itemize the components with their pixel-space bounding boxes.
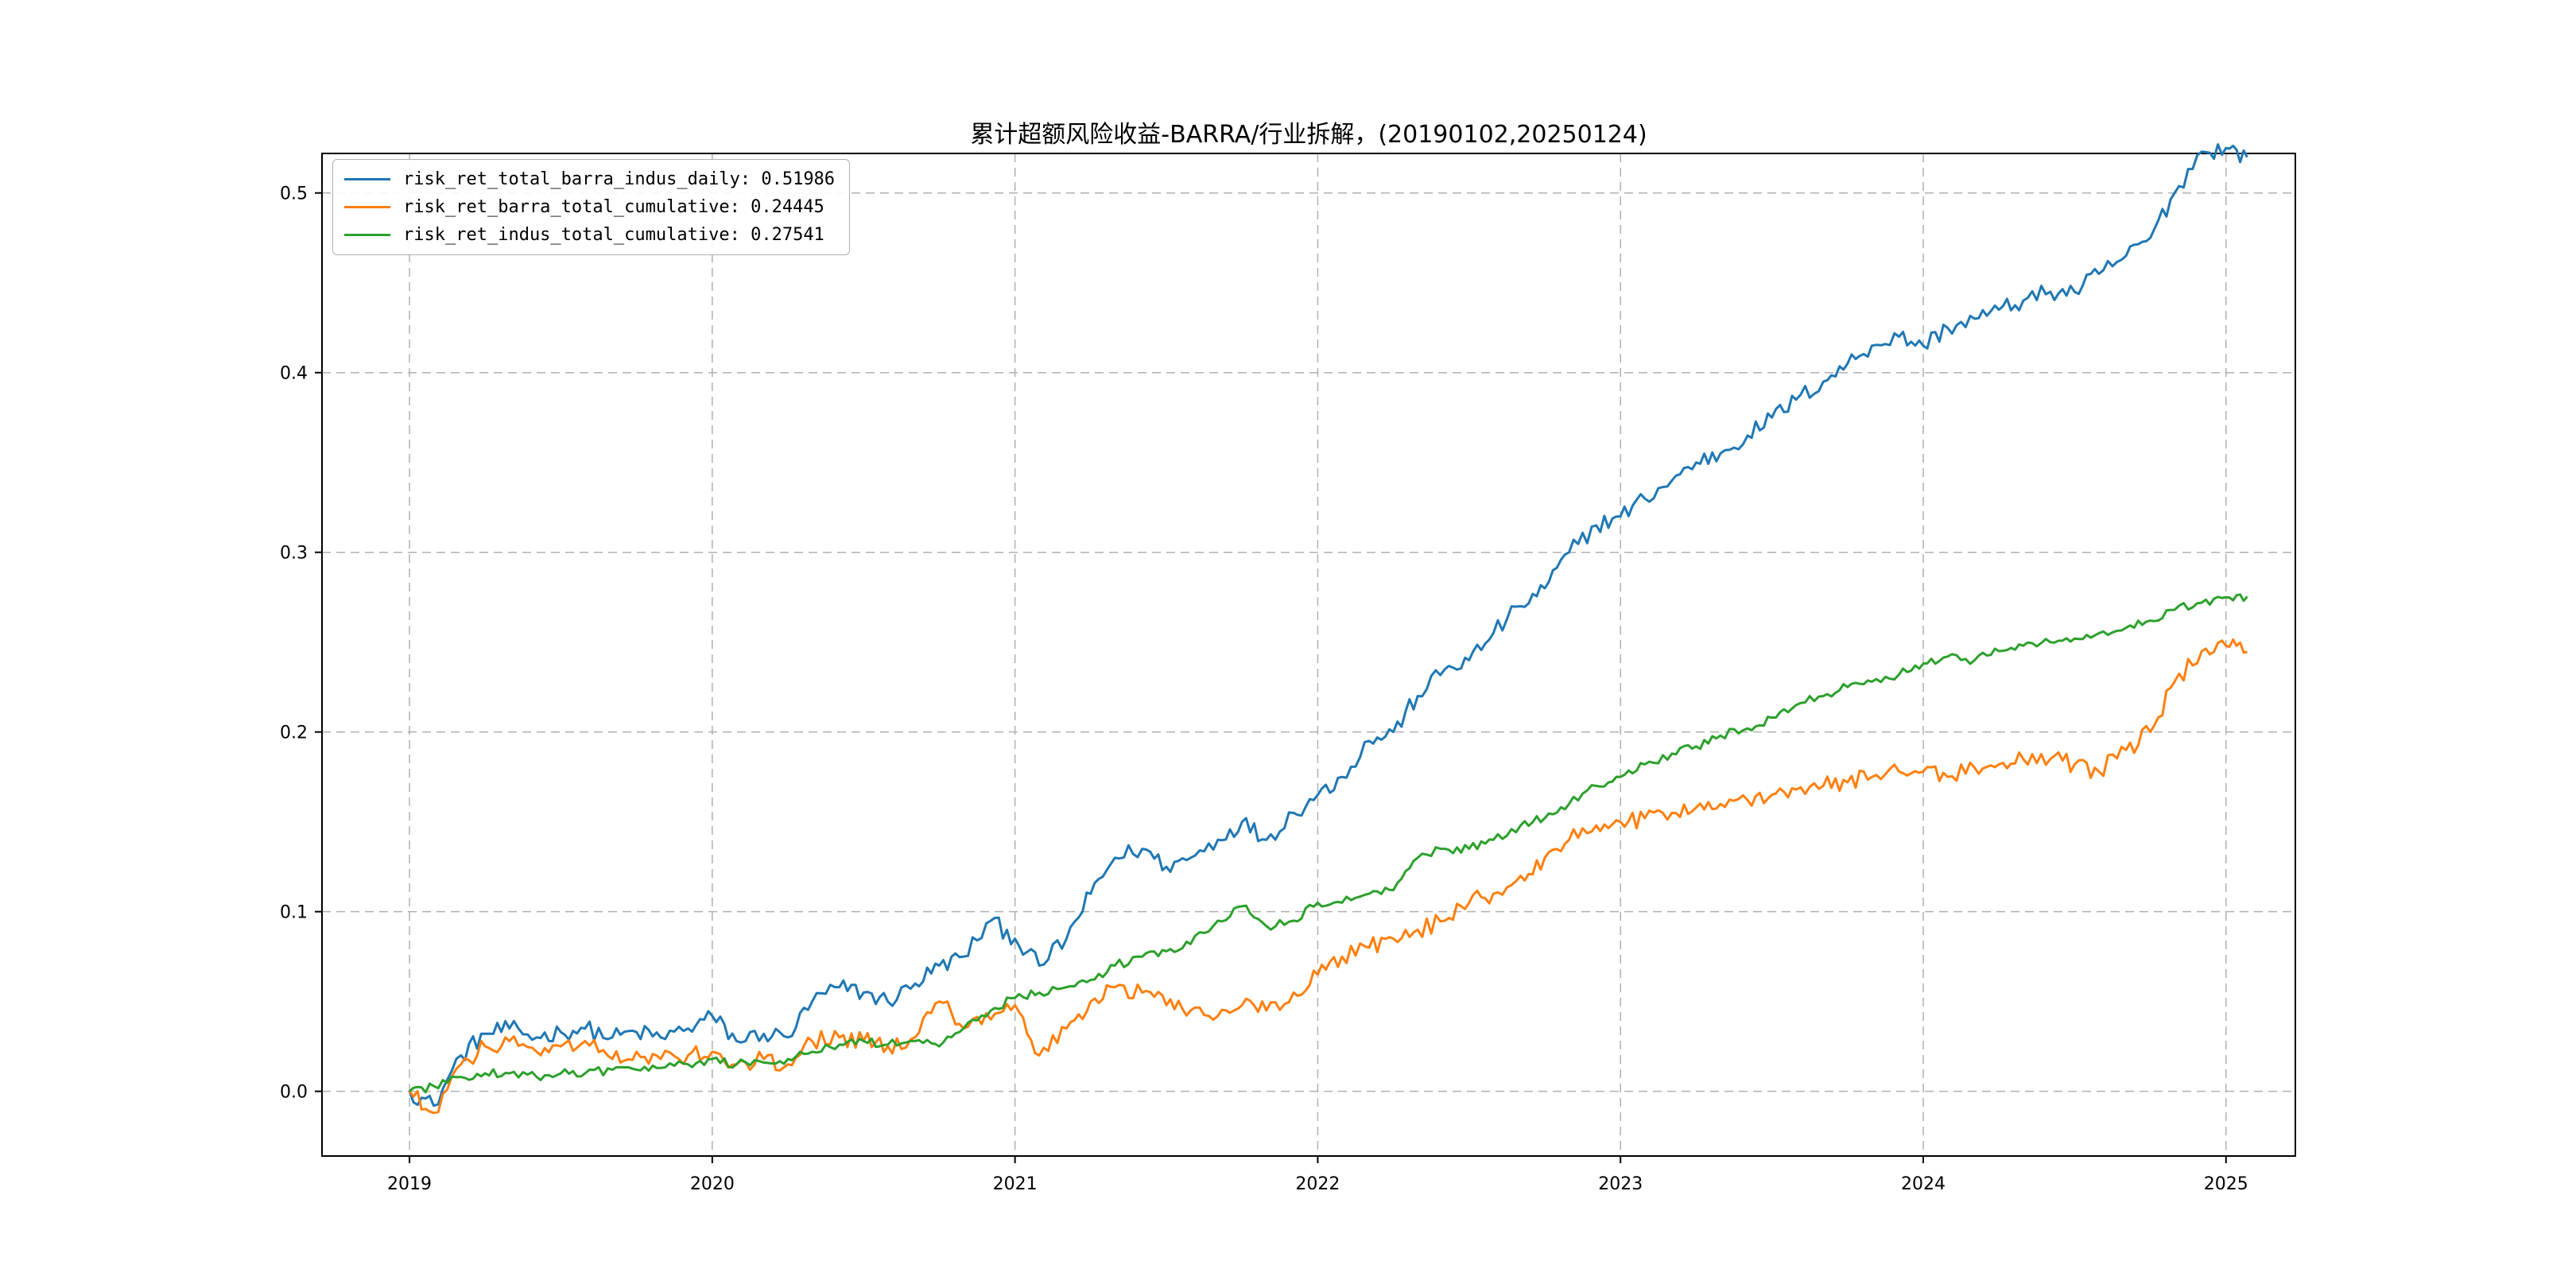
legend-line-swatch	[344, 206, 390, 208]
y-tick-label: 0.1	[280, 903, 308, 923]
y-tick-label: 0.2	[280, 724, 308, 743]
y-tick-label: 0.4	[280, 364, 308, 384]
legend-entry: risk_ret_total_barra_indus_daily: 0.5198…	[344, 169, 835, 189]
series-line-risk_ret_indus_total_cumulative	[409, 593, 2248, 1094]
legend-line-swatch	[344, 234, 390, 236]
x-tick-label: 2022	[1295, 1174, 1340, 1194]
legend-entry: risk_ret_indus_total_cumulative: 0.27541	[344, 225, 835, 245]
chart-title: 累计超额风险收益-BARRA/行业拆解，(20190102,20250124)	[970, 121, 1647, 149]
x-tick-label: 2023	[1598, 1174, 1643, 1194]
y-tick-label: 0.3	[280, 544, 308, 564]
legend-line-swatch	[344, 178, 390, 180]
x-tick-label: 2019	[387, 1174, 432, 1194]
x-tick-label: 2025	[2204, 1174, 2248, 1194]
axes-frame	[321, 153, 2296, 1157]
y-tick-label: 0.5	[280, 184, 308, 204]
legend-label: risk_ret_total_barra_indus_daily: 0.5198…	[403, 169, 836, 189]
legend: risk_ret_total_barra_indus_daily: 0.5198…	[332, 159, 851, 255]
x-tick-label: 2024	[1901, 1174, 1946, 1194]
series-line-risk_ret_barra_total_cumulative	[408, 638, 2248, 1115]
x-tick-label: 2020	[690, 1174, 735, 1194]
legend-entry: risk_ret_barra_total_cumulative: 0.24445	[344, 197, 835, 217]
series-line-risk_ret_total_barra_indus_daily	[408, 143, 2248, 1108]
x-tick-label: 2021	[993, 1174, 1038, 1194]
y-tick-label: 0.0	[280, 1083, 308, 1103]
legend-label: risk_ret_barra_total_cumulative: 0.24445	[403, 197, 824, 217]
legend-label: risk_ret_indus_total_cumulative: 0.27541	[403, 225, 824, 245]
